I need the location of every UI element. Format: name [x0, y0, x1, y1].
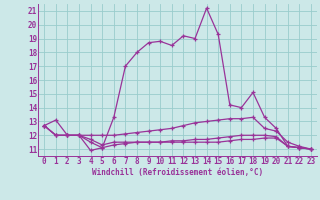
X-axis label: Windchill (Refroidissement éolien,°C): Windchill (Refroidissement éolien,°C)	[92, 168, 263, 177]
